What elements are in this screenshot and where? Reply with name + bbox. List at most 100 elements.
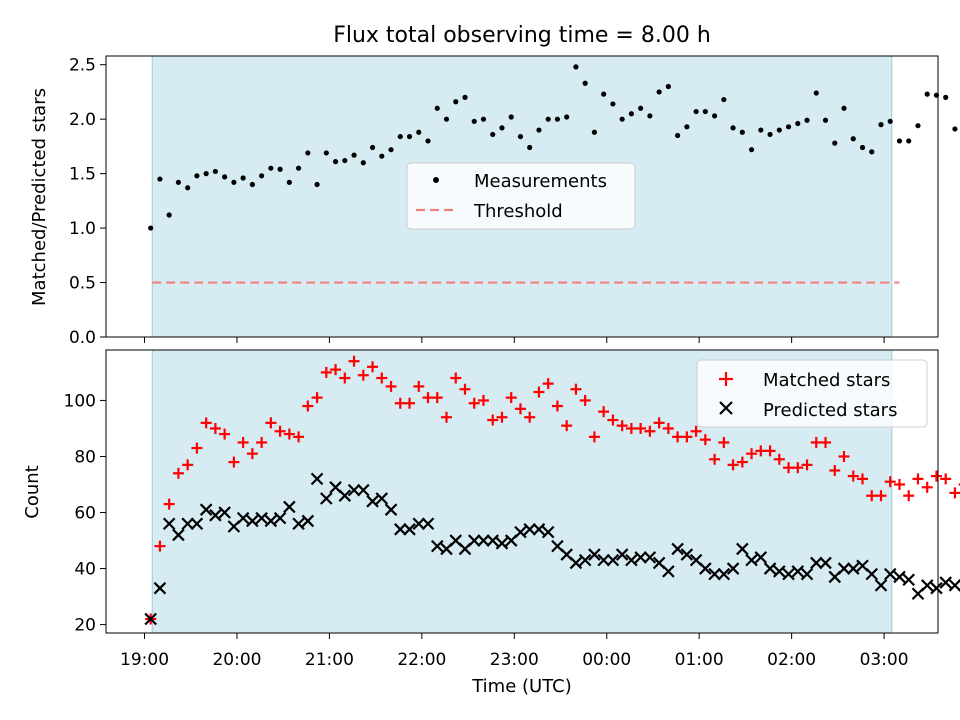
measurements-point — [203, 171, 209, 177]
measurements-point — [351, 152, 357, 158]
x-tick-label: 02:00 — [767, 650, 816, 670]
measurements-point — [878, 122, 884, 128]
predicted-stars-point — [810, 556, 823, 570]
measurements-point — [591, 129, 598, 135]
measurements-point — [832, 140, 838, 146]
matched-stars-point — [551, 400, 563, 412]
matched-stars-point — [820, 436, 832, 448]
matched-stars-point — [930, 470, 942, 482]
matched-stars-point — [755, 445, 767, 457]
measurements-point — [508, 114, 514, 120]
predicted-stars-point — [236, 511, 250, 525]
matched-stars-point — [431, 392, 443, 404]
matched-stars-point — [940, 473, 952, 485]
x-tick-label: 00:00 — [582, 650, 631, 670]
matched-stars-point — [625, 422, 637, 434]
predicted-stars-point — [403, 523, 416, 536]
predicted-stars-point — [800, 567, 814, 581]
predicted-stars-point — [643, 551, 657, 564]
matched-stars-point — [191, 442, 203, 454]
bottom-panel: 20 40 60 80 100 19:00 20:00 21:00 22:00 23:00 00:… — [22, 349, 960, 697]
matched-stars-point — [912, 473, 924, 485]
predicted-stars-point — [541, 525, 555, 539]
measurements-point — [813, 90, 819, 96]
predicted-stars-point — [726, 562, 740, 575]
matched-stars-point — [746, 448, 758, 460]
predicted-stars-point — [791, 565, 805, 578]
measurements-point — [943, 94, 949, 100]
measurements-point — [388, 147, 394, 153]
measurements-point — [554, 116, 561, 122]
legend-matched-label: Matched stars — [763, 370, 890, 391]
matched-stars-point — [542, 378, 554, 390]
matched-stars-point — [496, 411, 508, 423]
matched-stars-point — [246, 448, 258, 460]
y-tick-label: 2.5 — [69, 56, 96, 76]
matched-stars-point — [283, 428, 295, 440]
predicted-stars-point — [347, 483, 361, 497]
y-tick-label: 60 — [74, 504, 96, 524]
measurements-point — [425, 138, 431, 144]
predicted-stars-point — [283, 500, 296, 514]
predicted-stars-point — [366, 495, 379, 508]
measurements-point — [536, 127, 542, 133]
predicted-stars-point — [671, 542, 684, 556]
measurements-point — [638, 105, 644, 111]
top-legend: Measurements Threshold — [406, 162, 636, 230]
y-tick-label: 0.5 — [69, 274, 96, 294]
predicted-stars-point — [662, 565, 675, 578]
x-tick-label: 03:00 — [860, 650, 909, 670]
predicted-stars-point — [310, 472, 324, 486]
predicted-stars-point — [597, 553, 610, 567]
measurements-point — [443, 116, 450, 122]
measurements-point — [157, 176, 163, 182]
matched-stars-point — [487, 414, 499, 426]
predicted-stars-point — [523, 523, 536, 536]
measurements-point — [416, 129, 422, 135]
matched-stars-point — [441, 411, 453, 423]
measurements-point — [295, 165, 302, 171]
measurements-point — [776, 127, 782, 133]
matched-stars-point — [893, 478, 905, 490]
predicted-stars-point — [634, 551, 647, 564]
predicted-stars-point — [264, 514, 278, 528]
measurements-point — [896, 138, 903, 144]
matched-stars-point — [903, 490, 915, 502]
measurements-point — [665, 83, 671, 90]
matched-stars-point — [884, 476, 896, 488]
matched-stars-point — [237, 436, 249, 448]
measurements-point — [656, 89, 662, 95]
matched-stars-point — [320, 366, 332, 378]
measurements-point — [702, 108, 708, 115]
matched-stars-point — [810, 436, 822, 448]
measurements-point — [259, 173, 265, 179]
matched-stars-point — [172, 467, 184, 479]
matched-stars-point — [385, 380, 397, 392]
measurements-point — [499, 125, 505, 131]
matched-stars-point — [829, 464, 841, 476]
matched-stars-point — [847, 470, 859, 482]
measurements-point — [332, 159, 339, 165]
measurements-point — [675, 132, 681, 139]
y-tick-label: 1.5 — [69, 165, 96, 185]
matched-stars-point — [588, 431, 600, 443]
predicted-stars-point — [902, 573, 916, 587]
measurements-point — [758, 127, 764, 133]
matched-stars-point — [635, 422, 647, 434]
predicted-stars-point — [680, 548, 694, 561]
x-tick-label: 22:00 — [397, 650, 446, 670]
top-y-axis-label: Matched/Predicted stars — [29, 88, 50, 306]
measurements-point — [795, 120, 801, 127]
matched-stars-point — [690, 425, 702, 437]
matched-stars-point — [866, 490, 878, 502]
matched-stars-point — [653, 417, 665, 429]
legend-measurements-label: Measurements — [474, 171, 607, 192]
predicted-stars-point — [930, 581, 943, 595]
bottom-axes-frame — [105, 349, 939, 634]
predicted-stars-point — [357, 483, 370, 497]
measurements-point — [231, 179, 237, 185]
predicted-stars-point — [939, 576, 952, 589]
predicted-stars-point — [199, 503, 213, 516]
measurements-point — [841, 105, 847, 111]
measurements-point — [721, 96, 727, 103]
